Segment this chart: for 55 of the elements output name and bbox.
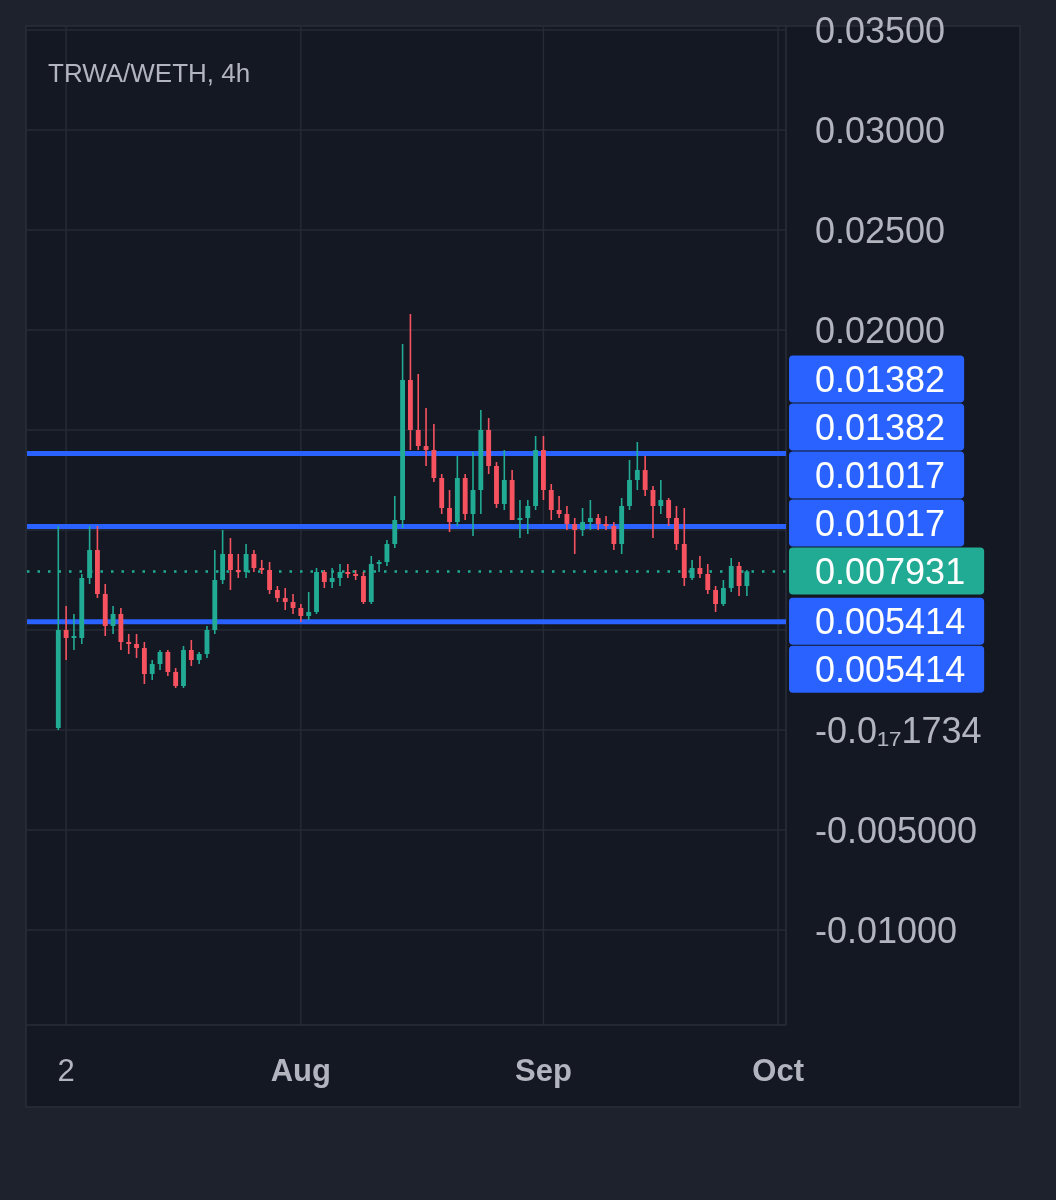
y-tick-label: 0.03500 (815, 9, 946, 51)
candlestick (228, 537, 233, 591)
candlestick (126, 633, 132, 655)
candlestick (149, 659, 155, 681)
candlestick (415, 373, 421, 451)
ref-line-label: 0.005414 (815, 601, 966, 643)
candlestick (376, 559, 382, 573)
y-tick-label: 0.02000 (815, 309, 946, 351)
text: 0.01017 (815, 502, 946, 544)
candlestick (447, 489, 452, 533)
ref-line-label: 0.01382 (815, 358, 946, 400)
x-tick-label: Aug (270, 1052, 331, 1088)
candlestick (713, 585, 718, 613)
candlestick (525, 499, 531, 535)
candlestick (173, 667, 179, 689)
candlestick (251, 549, 257, 573)
text: TRWA/WETH, 4h (48, 58, 251, 88)
candlestick (267, 561, 272, 595)
candlestick (501, 449, 507, 511)
text: 0.005414 (815, 649, 966, 691)
ref-line-label: 0.007931 (815, 550, 966, 592)
candlestick (720, 579, 726, 607)
y-tick-label: -0.005000 (815, 809, 978, 851)
candlestick (666, 497, 672, 527)
candlestick (634, 441, 640, 491)
candlestick (658, 479, 664, 515)
y-tick-label: -0.01000 (815, 909, 958, 951)
candlestick (611, 521, 617, 551)
y-tick-label: 0.02500 (815, 209, 946, 251)
candlestick (572, 517, 578, 555)
x-tick-label: Oct (752, 1052, 805, 1088)
candlestick (165, 649, 171, 677)
candlestick (235, 553, 241, 579)
text: 0.01382 (815, 406, 946, 448)
candlestick (564, 505, 570, 531)
x-tick-label: Sep (515, 1052, 572, 1088)
legend-label: 0.01017 (815, 454, 946, 496)
candlestick (642, 455, 648, 497)
candlestick (306, 591, 312, 621)
candlestick (587, 499, 593, 531)
candlestick (392, 495, 398, 549)
y-tick-label: 0.03000 (815, 109, 946, 151)
candlestick (188, 639, 194, 667)
candlestick (728, 557, 734, 593)
candlestick (134, 633, 139, 659)
candlestick (63, 605, 69, 661)
candlestick (282, 587, 288, 611)
y-tick-label: -0.0₁₇1734 (815, 709, 982, 751)
candlestick (556, 495, 562, 519)
x-tick-label: 2 (57, 1052, 75, 1088)
candlestick (705, 563, 711, 595)
candlestick (345, 563, 351, 579)
candlestick (259, 559, 265, 575)
candlestick (580, 507, 585, 537)
candlestick (548, 483, 554, 521)
